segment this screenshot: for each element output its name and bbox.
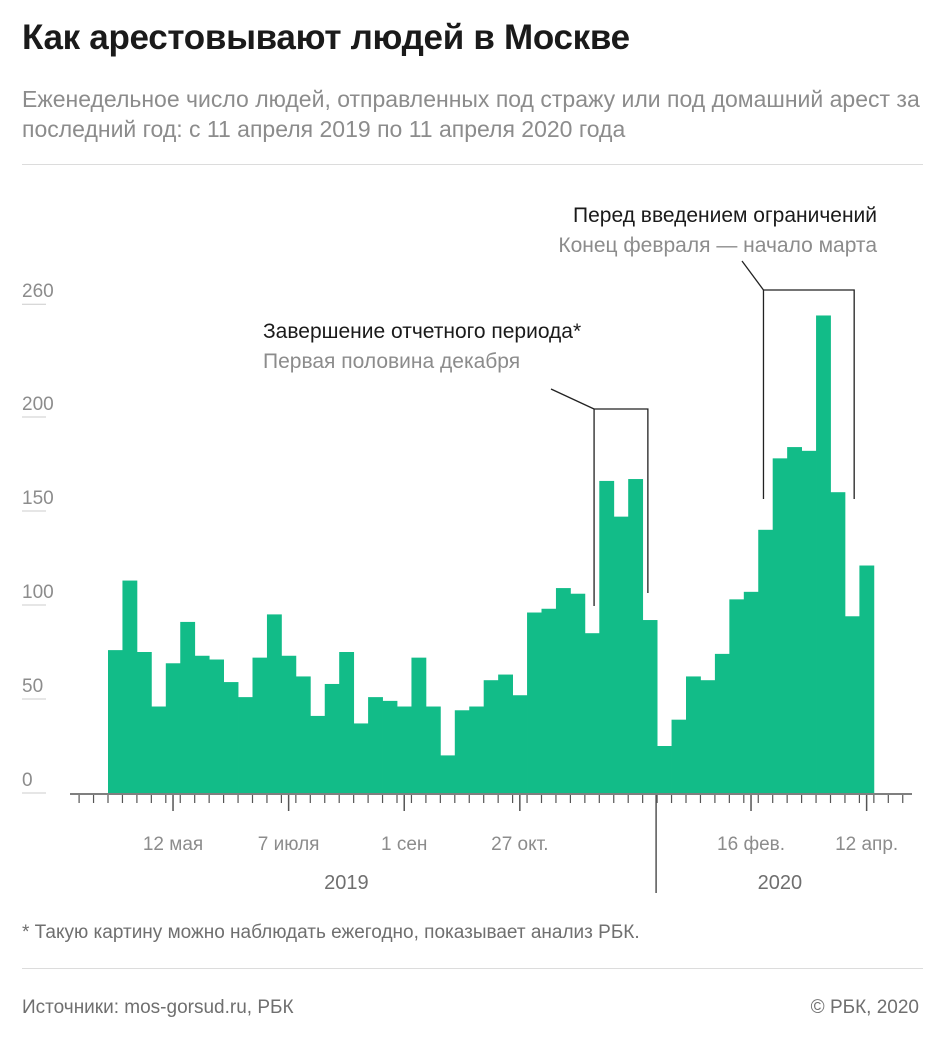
bar [743, 591, 759, 793]
bar [714, 653, 730, 793]
chart-subtitle: Еженедельное число людей, отправленных п… [22, 86, 920, 142]
annotation-title: Перед введением ограничений [573, 204, 877, 227]
bar [700, 680, 716, 793]
bar [512, 695, 528, 793]
top-divider [22, 164, 923, 165]
bar [368, 697, 383, 793]
bar [252, 657, 268, 793]
bar [498, 674, 513, 793]
y-tick-label: 150 [22, 488, 54, 509]
bar [440, 755, 456, 793]
bar [671, 719, 687, 793]
bar [295, 676, 311, 793]
source-text: Источники: mos-gorsud.ru, РБК [22, 997, 294, 1018]
bar [628, 479, 644, 793]
bar [844, 616, 860, 793]
annotations-group: Завершение отчетного периода* Первая поло… [263, 204, 877, 606]
bar [686, 676, 701, 793]
bar [772, 458, 788, 793]
bar [570, 593, 586, 793]
bar [613, 516, 629, 793]
bar [223, 682, 239, 793]
year-label: 2020 [758, 872, 803, 894]
annotation-subtitle: Конец февраля — начало марта [558, 234, 877, 257]
bar [122, 580, 138, 793]
bar [108, 650, 123, 793]
bar [165, 663, 181, 793]
bar-chart: 0 50 100 150 200 260 12 мая 7 июля 1 сен 27 окт. 1… [22, 204, 912, 894]
bar [729, 599, 745, 793]
bar [527, 612, 542, 793]
x-tick-label: 12 мая [143, 834, 203, 855]
y-tick-label: 0 [22, 770, 33, 791]
bar [411, 657, 427, 793]
bar [266, 614, 282, 793]
bar [541, 608, 557, 793]
bar [353, 723, 369, 793]
year-label: 2019 [324, 872, 369, 894]
bars-group [108, 315, 875, 793]
footnote: * Такую картину можно наблюдать ежегодно… [22, 922, 640, 943]
bar [136, 652, 152, 793]
bar [310, 715, 326, 793]
bar [382, 700, 398, 793]
copyright-text: © РБК, 2020 [810, 997, 919, 1018]
bottom-divider [22, 968, 923, 969]
y-tick-label: 200 [22, 394, 54, 415]
axes-group: 0 50 100 150 200 260 12 мая 7 июля 1 сен 27 окт. 1… [22, 281, 912, 894]
bar [454, 710, 470, 793]
bar [209, 659, 224, 793]
bar [859, 565, 875, 793]
y-tick-label: 50 [22, 676, 43, 697]
bar [151, 706, 167, 793]
bar [281, 655, 297, 793]
bar [469, 706, 485, 793]
x-tick-label: 27 окт. [491, 834, 548, 855]
bar [801, 450, 817, 793]
bar [657, 746, 672, 793]
bar [397, 706, 412, 793]
bar [787, 447, 802, 793]
bar [425, 706, 441, 793]
x-tick-label: 1 сен [381, 834, 427, 855]
bar [238, 697, 253, 793]
bar [830, 492, 846, 793]
annotation-leader [741, 260, 764, 291]
bar [758, 529, 774, 793]
annotation-title: Завершение отчетного периода* [263, 320, 581, 343]
bar [816, 315, 831, 793]
bar [555, 588, 571, 793]
y-tick-label: 260 [22, 281, 54, 302]
bar [599, 480, 615, 793]
bar [180, 621, 196, 793]
bar [642, 620, 658, 793]
annotation-bracket [593, 408, 649, 606]
annotation-bracket [762, 289, 855, 499]
annotation-leader [550, 388, 595, 410]
x-tick-label: 16 фев. [717, 834, 785, 855]
bar [584, 633, 600, 793]
y-tick-label: 100 [22, 582, 54, 603]
chart-title: Как арестовывают людей в Москве [22, 18, 630, 57]
bar [194, 655, 210, 793]
x-tick-label: 12 апр. [835, 834, 898, 855]
bar [324, 683, 340, 793]
annotation-subtitle: Первая половина декабря [263, 350, 520, 373]
x-tick-label: 7 июля [258, 834, 320, 855]
bar [483, 680, 499, 793]
bar [339, 652, 355, 793]
